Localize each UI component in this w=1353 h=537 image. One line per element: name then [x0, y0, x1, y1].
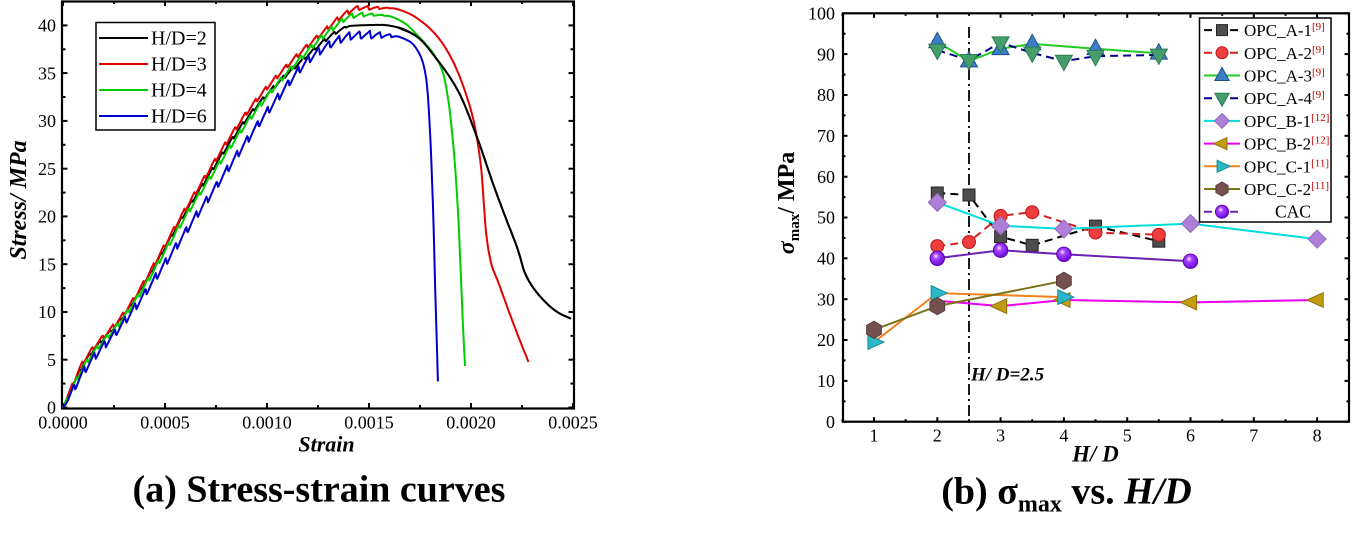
svg-text:10: 10: [817, 371, 835, 391]
svg-text:0.0015: 0.0015: [344, 413, 394, 433]
svg-text:100: 100: [808, 4, 835, 24]
svg-text:2: 2: [933, 426, 942, 446]
svg-text:0.0025: 0.0025: [548, 413, 598, 433]
svg-text:H/ D: H/ D: [1071, 441, 1119, 466]
svg-text:(b) σmax vs. H/D: (b) σmax vs. H/D: [941, 471, 1191, 518]
svg-text:H/D=2: H/D=2: [151, 28, 207, 50]
svg-text:4: 4: [1059, 426, 1068, 446]
svg-text:40: 40: [817, 249, 835, 269]
svg-text:OPC_A-2[9]: OPC_A-2[9]: [1244, 44, 1325, 63]
svg-text:H/D=4: H/D=4: [151, 80, 207, 102]
svg-text:35: 35: [38, 63, 56, 83]
svg-text:OPC_A-1[9]: OPC_A-1[9]: [1244, 21, 1325, 40]
svg-text:10: 10: [38, 302, 56, 322]
svg-text:H/D=6: H/D=6: [151, 106, 207, 128]
svg-text:OPC_A-4[9]: OPC_A-4[9]: [1244, 89, 1325, 108]
svg-text:90: 90: [817, 44, 835, 64]
svg-text:H/D=3: H/D=3: [151, 54, 207, 76]
svg-text:20: 20: [817, 330, 835, 350]
svg-text:80: 80: [817, 85, 835, 105]
svg-text:5: 5: [47, 350, 56, 370]
svg-text:5: 5: [1123, 426, 1132, 446]
svg-text:OPC_C-1[11]: OPC_C-1[11]: [1244, 157, 1329, 176]
svg-text:20: 20: [38, 207, 56, 227]
svg-text:(a) Stress-strain curves: (a) Stress-strain curves: [133, 469, 506, 511]
svg-text:0.0010: 0.0010: [242, 413, 292, 433]
svg-text:OPC_C-2[11]: OPC_C-2[11]: [1244, 180, 1329, 199]
svg-text:30: 30: [817, 289, 835, 309]
svg-text:40: 40: [38, 16, 56, 36]
svg-text:1: 1: [870, 426, 879, 446]
svg-text:60: 60: [817, 167, 835, 187]
svg-text:6: 6: [1186, 426, 1195, 446]
svg-text:OPC_B-1[12]: OPC_B-1[12]: [1244, 112, 1329, 131]
svg-text:0: 0: [826, 412, 835, 432]
svg-text:0.0000: 0.0000: [38, 413, 88, 433]
svg-text:0.0005: 0.0005: [140, 413, 190, 433]
svg-text:15: 15: [38, 254, 56, 274]
svg-text:8: 8: [1313, 426, 1322, 446]
svg-text:70: 70: [817, 126, 835, 146]
svg-text:7: 7: [1249, 426, 1258, 446]
svg-text:Strain: Strain: [298, 432, 354, 457]
svg-text:Stress/ MPa: Stress/ MPa: [6, 140, 32, 259]
svg-text:0.0020: 0.0020: [446, 413, 496, 433]
svg-text:σmax/ MPa: σmax/ MPa: [774, 152, 803, 254]
svg-text:25: 25: [38, 159, 56, 179]
svg-text:0: 0: [47, 398, 56, 418]
svg-text:H/ D=2.5: H/ D=2.5: [970, 365, 1045, 386]
svg-text:CAC: CAC: [1275, 202, 1311, 222]
svg-text:30: 30: [38, 111, 56, 131]
svg-text:OPC_B-2[12]: OPC_B-2[12]: [1244, 135, 1329, 154]
svg-text:3: 3: [996, 426, 1005, 446]
svg-text:OPC_A-3[9]: OPC_A-3[9]: [1244, 67, 1325, 86]
svg-text:50: 50: [817, 208, 835, 228]
